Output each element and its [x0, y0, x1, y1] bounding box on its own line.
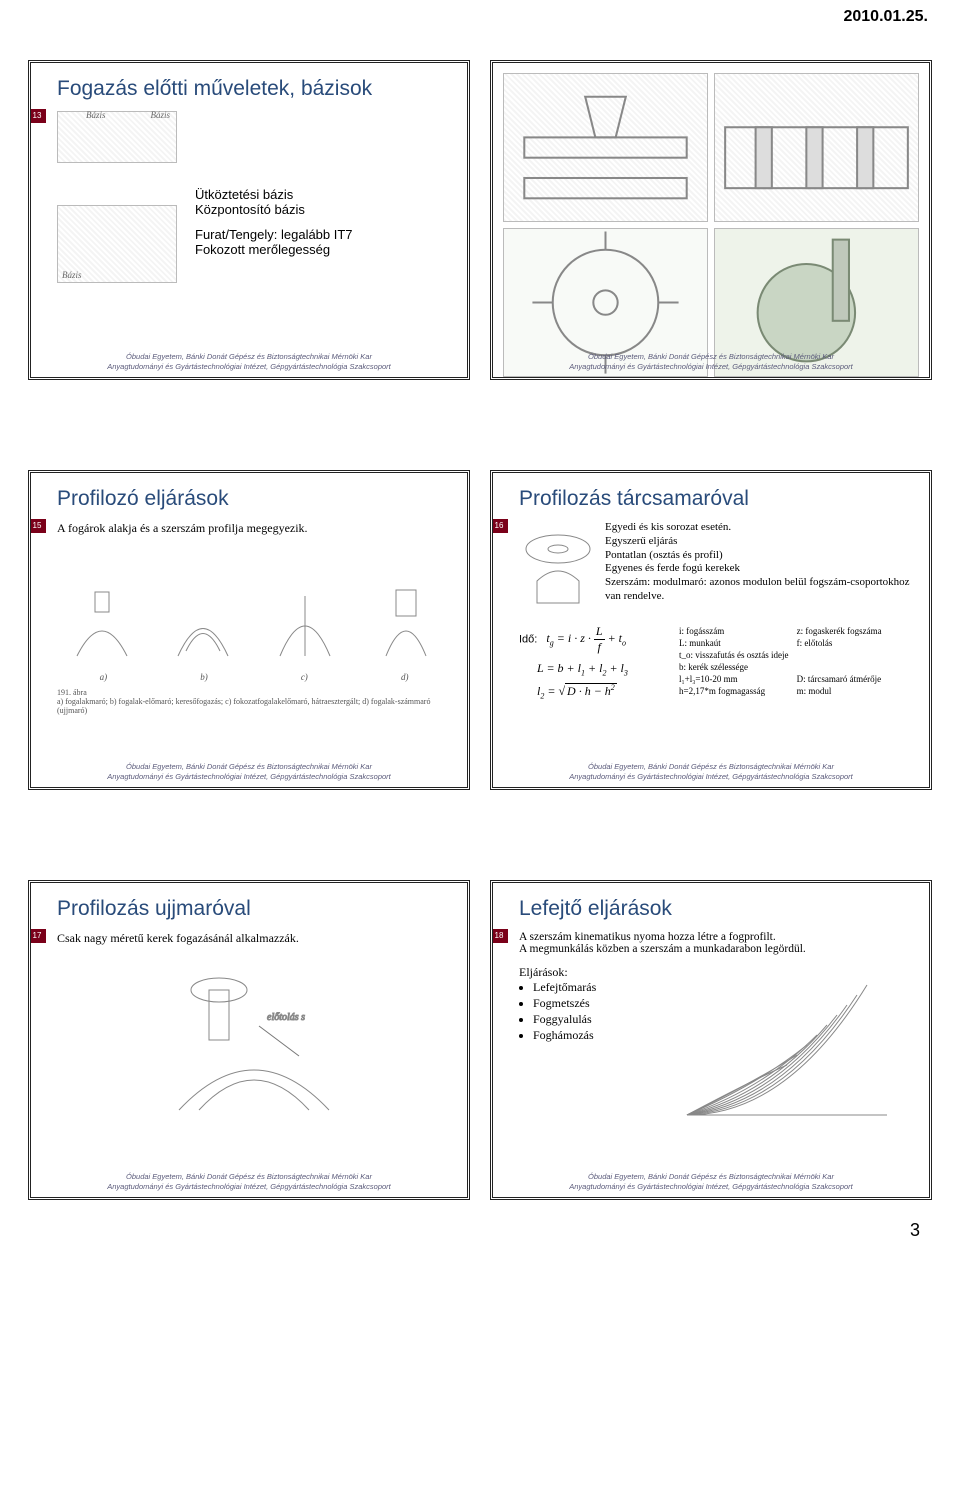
- slide-18-number: 18: [490, 929, 508, 943]
- s18-item-3: Foghámozás: [533, 1028, 659, 1043]
- slide-13-number: 13: [28, 109, 46, 123]
- slide-13-title: Fogazás előtti műveletek, bázisok: [31, 63, 467, 107]
- bazis-label-1: Bázis: [86, 110, 106, 120]
- profile-label-b: b): [200, 672, 208, 682]
- finger-mill-icon: előtolás s: [149, 960, 359, 1130]
- slide-13-line1: Ütköztetési bázis: [195, 187, 451, 202]
- slide-18: Lefejtő eljárások 18 A szerszám kinemati…: [490, 880, 932, 1200]
- slide-13-diagram-top: Bázis Bázis: [57, 111, 177, 163]
- footer-line2: Anyagtudományi és Gyártástechnológiai In…: [31, 1182, 467, 1191]
- legend-D: D: tárcsamaró átmérője: [797, 674, 911, 684]
- slide-15-number: 15: [28, 519, 46, 533]
- bazis-label-3: Bázis: [62, 270, 82, 280]
- page-date-header: 2010.01.25.: [0, 0, 960, 30]
- s18-item-1: Fogmetszés: [533, 996, 659, 1011]
- slide-17-number: 17: [28, 929, 46, 943]
- footer-line2: Anyagtudományi és Gyártástechnológiai In…: [493, 362, 929, 371]
- footer-line1: Óbudai Egyetem, Bánki Donát Gépész és Bi…: [493, 762, 929, 771]
- legend-z: z: fogaskerék fogszáma: [797, 626, 911, 636]
- slide-18-title: Lefejtő eljárások: [493, 883, 929, 927]
- slide-17-title: Profilozás ujjmaróval: [31, 883, 467, 927]
- slide-18-body: A szerszám kinematikus nyoma hozza létre…: [493, 927, 929, 1132]
- s18-item-2: Foggyalulás: [533, 1012, 659, 1027]
- gear-slot-icon: [715, 74, 918, 221]
- profile-a-icon: [67, 586, 137, 672]
- slide-16: Profilozás tárcsamaróval 16 Egyedi és ki…: [490, 470, 932, 790]
- s18-body1: A szerszám kinematikus nyoma hozza létre…: [519, 931, 913, 943]
- footer-line1: Óbudai Egyetem, Bánki Donát Gépész és Bi…: [31, 762, 467, 771]
- slide-17: Profilozás ujjmaróval 17 Csak nagy méret…: [28, 880, 470, 1200]
- slide-13-diagram-bottom: Bázis: [57, 205, 177, 283]
- slide-14-img-2: [714, 73, 919, 222]
- slides-grid: Fogazás előtti műveletek, bázisok 13 Báz…: [0, 30, 960, 1208]
- footer-line1: Óbudai Egyetem, Bánki Donát Gépész és Bi…: [493, 1172, 929, 1181]
- profile-c-icon: [270, 586, 340, 672]
- slide-13-body: Bázis Bázis Bázis Ütköztetési bázis Közp…: [31, 107, 467, 287]
- slide-15-footer: Óbudai Egyetem, Bánki Donát Gépész és Bi…: [31, 762, 467, 781]
- slide-17-text: Csak nagy méretű kerek fogazásánál alkal…: [57, 931, 451, 946]
- legend-L: L: munkaút: [679, 638, 795, 648]
- s16-desc5: Szerszám: modulmaró: azonos modulon belü…: [605, 576, 913, 604]
- slide-15: Profilozó eljárások 15 A fogárok alakja …: [28, 470, 470, 790]
- slide-14-footer: Óbudai Egyetem, Bánki Donát Gépész és Bi…: [493, 352, 929, 371]
- gear-cut-icon: [504, 74, 707, 221]
- slide-16-footer: Óbudai Egyetem, Bánki Donát Gépész és Bi…: [493, 762, 929, 781]
- s18-item-0: Lefejtőmarás: [533, 980, 659, 995]
- slide-14-img-1: [503, 73, 708, 222]
- s16-desc2: Egyszerű eljárás: [605, 535, 913, 549]
- slide-15-caption1: 191. ábra: [57, 688, 451, 697]
- footer-line1: Óbudai Egyetem, Bánki Donát Gépész és Bi…: [31, 1172, 467, 1181]
- page-number: 3: [0, 1208, 960, 1257]
- s16-desc1: Egyedi és kis sorozat esetén.: [605, 521, 913, 535]
- involute-curves-icon: [667, 965, 897, 1125]
- slide-16-title: Profilozás tárcsamaróval: [493, 473, 929, 517]
- legend-to: t_o: visszafutás és osztás ideje: [679, 650, 911, 660]
- s16-desc4: Egyenes és ferde fogú kerekek: [605, 562, 913, 576]
- elotolas-label: előtolás s: [267, 1012, 305, 1023]
- footer-line2: Anyagtudományi és Gyártástechnológiai In…: [31, 772, 467, 781]
- footer-line2: Anyagtudományi és Gyártástechnológiai In…: [31, 362, 467, 371]
- legend-i: i: fogásszám: [679, 626, 795, 636]
- profile-d-icon: [371, 586, 441, 672]
- slide-14: Óbudai Egyetem, Bánki Donát Gépész és Bi…: [490, 60, 932, 380]
- legend-f: f: előtolás: [797, 638, 911, 648]
- slide-16-body: Egyedi és kis sorozat esetén. Egyszerű e…: [493, 517, 929, 705]
- profile-label-c: c): [301, 672, 308, 682]
- slide-13: Fogazás előtti műveletek, bázisok 13 Báz…: [28, 60, 470, 380]
- legend-m: m: modul: [797, 686, 911, 696]
- slide-15-body: A fogárok alakja és a szerszám profilja …: [31, 517, 467, 719]
- slide-17-body: Csak nagy méretű kerek fogazásánál alkal…: [31, 927, 467, 1137]
- slide-16-number: 16: [490, 519, 508, 533]
- legend-h: h=2,17*m fogmagasság: [679, 686, 795, 696]
- slide-13-footer: Óbudai Egyetem, Bánki Donát Gépész és Bi…: [31, 352, 467, 371]
- disc-mill-icon: [519, 521, 597, 609]
- slide-17-footer: Óbudai Egyetem, Bánki Donát Gépész és Bi…: [31, 1172, 467, 1191]
- s18-list-heading: Eljárások:: [519, 965, 659, 980]
- slide-18-footer: Óbudai Egyetem, Bánki Donát Gépész és Bi…: [493, 1172, 929, 1191]
- footer-line1: Óbudai Egyetem, Bánki Donát Gépész és Bi…: [31, 352, 467, 361]
- profile-b-icon: [168, 586, 238, 672]
- footer-line2: Anyagtudományi és Gyártástechnológiai In…: [493, 1182, 929, 1191]
- footer-line1: Óbudai Egyetem, Bánki Donát Gépész és Bi…: [493, 352, 929, 361]
- footer-line2: Anyagtudományi és Gyártástechnológiai In…: [493, 772, 929, 781]
- slide-13-line2: Központosító bázis: [195, 202, 451, 217]
- slide-13-line3: Furat/Tengely: legalább IT7: [195, 227, 451, 242]
- s16-desc3: Pontatlan (osztás és profil): [605, 549, 913, 563]
- s18-list: Lefejtőmarás Fogmetszés Foggyalulás Fogh…: [519, 980, 659, 1043]
- profile-label-a: a): [100, 672, 108, 682]
- slide-15-caption2: a) fogalakmaró; b) fogalak-előmaró; kere…: [57, 697, 451, 715]
- legend-l1l3: l₁+l₃=10-20 mm: [679, 674, 795, 684]
- slide-15-text: A fogárok alakja és a szerszám profilja …: [57, 521, 451, 536]
- profile-label-d: d): [401, 672, 409, 682]
- ido-label: Idő:: [519, 633, 537, 645]
- legend-b: b: kerék szélessége: [679, 662, 911, 672]
- s18-body2: A megmunkálás közben a szerszám a munkad…: [519, 943, 913, 955]
- slide-13-line4: Fokozott merőlegesség: [195, 242, 451, 257]
- s16-legend-table: i: fogásszám z: fogaskerék fogszáma L: m…: [677, 624, 913, 698]
- bazis-label-2: Bázis: [150, 110, 170, 120]
- slide-15-title: Profilozó eljárások: [31, 473, 467, 517]
